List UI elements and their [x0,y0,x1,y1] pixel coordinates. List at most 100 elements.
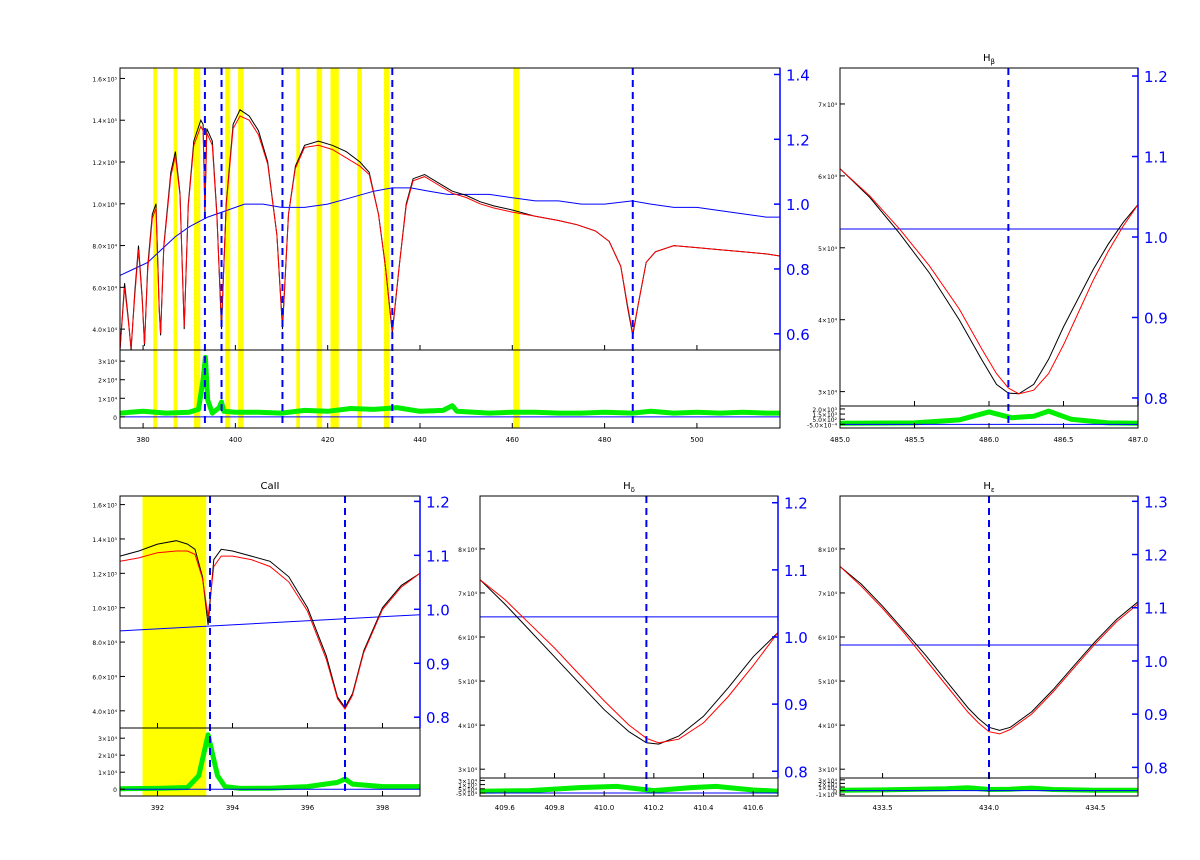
y-tick-label: 4.0×10⁴ [92,709,117,716]
y-tick-label: 7×10⁴ [818,591,837,598]
mask-band [330,68,339,428]
y-tick-label: 4.0×10⁴ [92,327,117,334]
y-tick-label: 8.0×10⁴ [92,244,117,251]
y-tick-label: 1.0×10⁵ [92,202,117,209]
model-spectrum [840,168,1138,395]
residual-y-tick-label: 3×10⁴ [98,736,117,743]
plot-area-hd [480,496,778,796]
x-tick-label: 434.5 [1085,804,1105,812]
residual-y-tick-label: 2.0×10³ [812,407,837,414]
right-y-tick-label: 1.1 [1144,600,1168,618]
panel-he: 433.5 434.0 434.5 3×10⁴ 4×10⁴ 5×10⁴ 6×10⁴ 7×10⁴… [816,481,1168,812]
panel-caii: 392 394 396 398 4.0×10⁴ 6.0×10⁴ 8.0×10⁴ 1.0×10⁵… [92,481,449,812]
residual-y-tick-label: 2×10⁴ [818,781,837,788]
x-tick-label: 486.0 [979,436,999,444]
y-tick-label: 5×10⁴ [818,679,837,686]
model-spectrum [120,550,420,711]
right-y-tick-label: 1.2 [786,131,810,149]
residual-y-tick-label: 5×10⁴ [458,787,477,794]
observed-spectrum [120,109,780,351]
y-tick-label: 1.2×10⁵ [92,160,117,167]
right-y-tick-label: 1.3 [1144,493,1168,511]
mask-band [193,68,201,428]
residual-series [840,785,1138,793]
mask-band [316,68,323,428]
right-y-tick-label: 1.0 [1144,653,1168,671]
residual-y-tick-label: -1×10⁴ [816,792,838,799]
y-tick-label: 4×10⁴ [818,723,837,730]
y-tick-label: 5×10⁴ [458,679,477,686]
plot-area-hb [840,68,1138,428]
mask-band [225,68,231,428]
y-tick-label: 8×10⁴ [458,547,477,554]
right-y-tick-label: 1.1 [784,562,808,580]
residual-y-tick-label: 5.0×10² [812,417,837,424]
model-spectrum [840,566,1138,735]
x-tick-label: 398 [376,804,389,812]
residual-y-tick-label: -5×10⁴ [456,791,478,798]
right-y-tick-label: 0.9 [1144,309,1168,327]
x-tick-label: 433.5 [873,804,893,812]
panel-hd: 409.6 409.8 410.0 410.2 410.4 410.6 3×10⁴ 4×10⁴… [456,481,808,812]
right-y-tick-label: 1.2 [426,493,450,511]
right-y-tick-label: 0.9 [784,696,808,714]
y-tick-label: 8×10⁴ [818,547,837,554]
right-y-tick-label: 0.9 [426,655,450,673]
x-tick-label: 410.0 [594,804,614,812]
x-tick-label: 392 [151,804,164,812]
y-tick-label: 1.4×10⁵ [92,537,117,544]
observed-spectrum [480,579,778,745]
panel-title: CaII [260,481,279,492]
y-tick-label: 1.0×10⁵ [92,606,117,613]
x-tick-label: 396 [301,804,315,812]
right-y-tick-label: 1.2 [1144,547,1168,565]
panel-title: Hδ [623,481,635,494]
right-y-tick-label: 1.2 [784,495,808,513]
x-tick-label: 500 [690,436,703,444]
right-y-tick-label: 0.8 [786,261,810,279]
panel-frame [479,495,779,797]
x-tick-label: 440 [413,436,426,444]
panel-frame [839,67,1139,429]
residual-y-tick-label: 1×10⁴ [818,785,837,792]
right-y-tick-label: 0.8 [784,763,808,781]
continuum-series [120,187,780,276]
x-tick-label: 480 [598,436,611,444]
model-spectrum [120,115,780,351]
y-tick-label: 6×10⁴ [818,635,837,642]
y-tick-label: 6×10⁴ [818,174,837,181]
right-y-tick-label: 0.6 [786,326,810,344]
y-tick-label: 6.0×10⁴ [92,674,117,681]
residual-y-tick-label: 1×10⁴ [98,770,117,777]
x-tick-label: 409.8 [544,804,564,812]
y-tick-label: 5×10⁴ [818,246,837,253]
x-tick-label: 409.6 [495,804,516,812]
y-tick-label: 1.2×10⁵ [92,571,117,578]
residual-series [120,354,780,416]
right-y-tick-label: 1.0 [426,601,450,619]
right-y-tick-label: 1.1 [426,547,450,565]
x-tick-label: 394 [226,804,240,812]
y-tick-label: 3×10⁴ [458,767,477,774]
right-y-tick-label: 0.9 [1144,706,1168,724]
residual-y-tick-label: 1×10⁵ [458,783,477,790]
y-tick-label: 6.0×10⁴ [92,285,117,292]
right-y-tick-label: 1.1 [1144,149,1168,167]
residual-y-tick-label: 3×10⁴ [818,778,837,785]
plot-area-he [840,496,1138,796]
continuum-series [120,614,420,632]
residual-y-tick-label: 0 [113,787,117,794]
panel-frame [119,67,781,429]
panel-title: Hε [983,481,995,494]
right-y-tick-label: 1.0 [1144,229,1168,247]
residual-y-tick-label: 2×10⁴ [98,753,117,760]
x-tick-label: 410.2 [644,804,664,812]
residual-y-tick-label: 3×10⁴ [98,359,117,366]
x-tick-label: 487.0 [1128,436,1148,444]
y-tick-label: 8.0×10⁴ [92,640,117,647]
x-tick-label: 485.5 [904,436,924,444]
y-tick-label: 3×10⁴ [818,390,837,397]
x-tick-label: 410.6 [743,804,764,812]
residual-series [840,408,1138,426]
